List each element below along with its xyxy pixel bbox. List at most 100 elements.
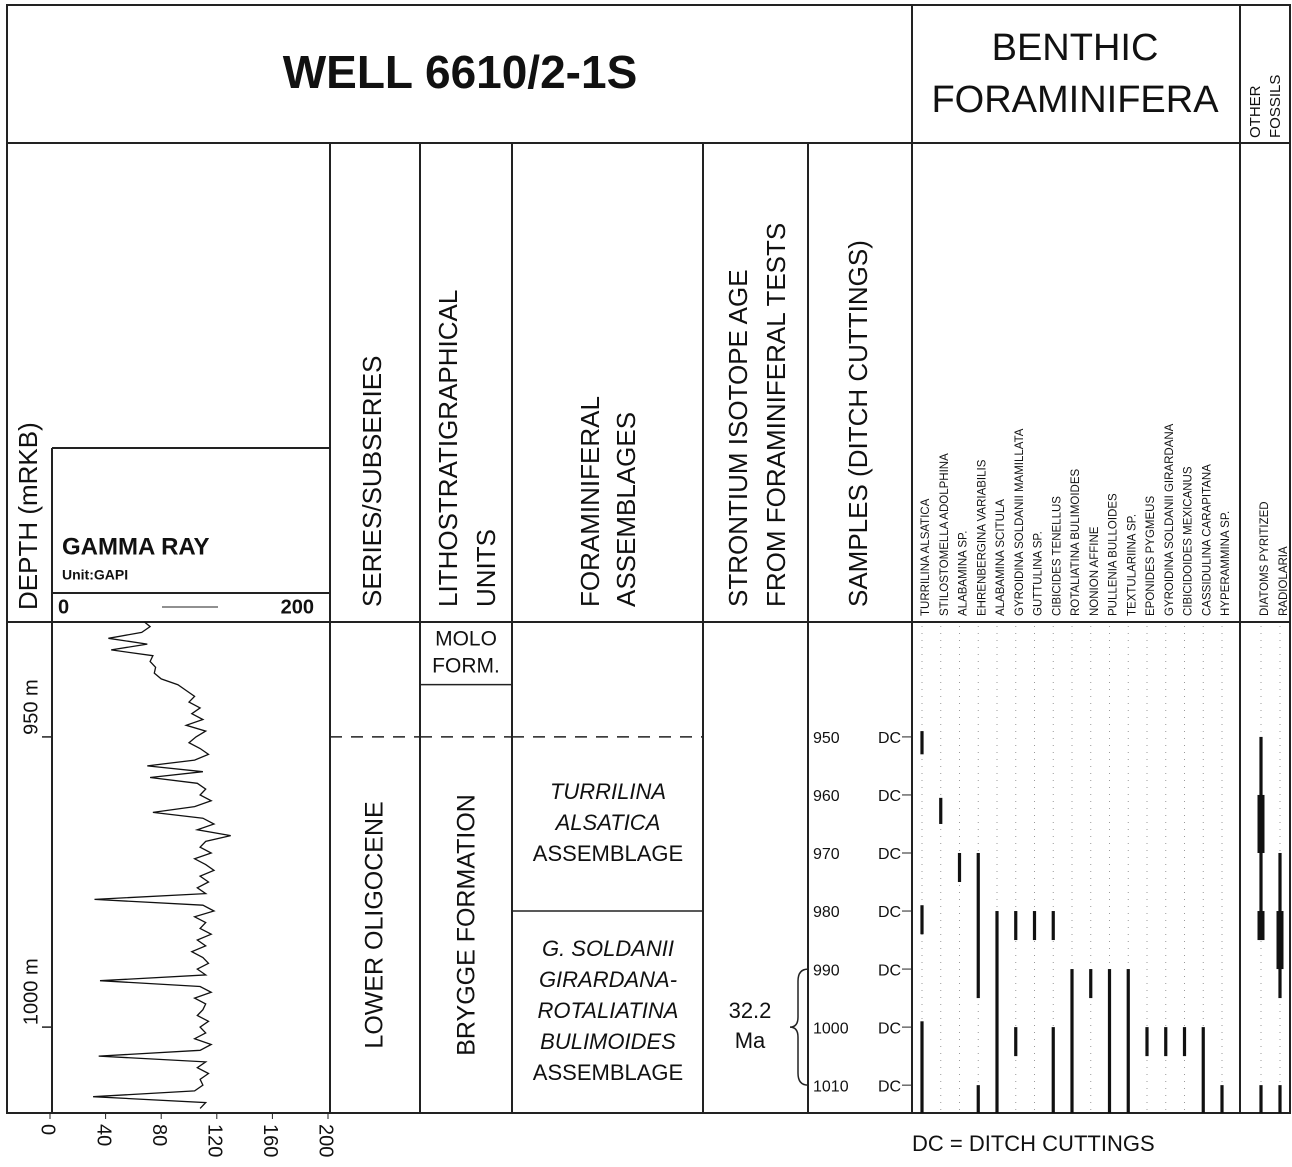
- sample-depth: 960: [813, 788, 840, 805]
- taxon-range: [976, 852, 980, 999]
- sample-type: DC: [878, 1078, 901, 1095]
- gamma-tick-label: 80: [148, 1124, 170, 1146]
- taxon-range: [1182, 1027, 1187, 1057]
- litho-name: FORM.: [432, 655, 500, 678]
- gamma-curve: [93, 621, 231, 1109]
- sample-type: DC: [878, 1020, 901, 1037]
- depth-tick-label: 950 m: [20, 679, 42, 735]
- gamma-unit: Unit:GAPI: [62, 567, 128, 583]
- assemblage-name: BULIMOIDES: [540, 1029, 676, 1054]
- taxon-name: TURRILINA ALSATICA: [920, 498, 932, 616]
- litho-header: UNITS: [471, 529, 501, 607]
- taxon-name: GYROIDINA SOLDANII GIRARDANA: [1164, 423, 1176, 616]
- gamma-tick-label: 40: [92, 1124, 114, 1146]
- sample-type: DC: [878, 730, 901, 747]
- taxon-name: ROTALIATINA BULIMOIDES: [1070, 468, 1082, 616]
- taxon-name: ALABAMINA SP.: [958, 531, 970, 616]
- taxon-range: [1070, 969, 1074, 1113]
- litho-header: LITHOSTRATIGRAPHICAL: [433, 290, 463, 607]
- strontium-header: STRONTIUM ISOTOPE AGE: [723, 269, 753, 607]
- litho-name: BRYGGE FORMATION: [453, 794, 481, 1056]
- taxon-range: [995, 911, 999, 1113]
- gamma-scale-max: 200: [281, 596, 314, 618]
- taxon-name: CIBICIDOIDES MEXICANUS: [1183, 466, 1195, 616]
- gamma-tick-label: 200: [315, 1124, 337, 1157]
- taxon-range: [1257, 911, 1265, 941]
- taxon-name: NONION AFFINE: [1089, 526, 1101, 616]
- taxon-range: [1276, 911, 1284, 970]
- sample-type: DC: [878, 846, 901, 863]
- series-name: LOWER OLIGOCENE: [361, 801, 389, 1048]
- frame: [6, 4, 1291, 1114]
- taxon-range: [1220, 1085, 1224, 1113]
- gamma-tick-label: 120: [204, 1124, 226, 1157]
- gamma-tick-label: 0: [37, 1124, 59, 1135]
- taxon-range: [1032, 911, 1037, 941]
- taxon-range: [1259, 1085, 1263, 1113]
- data-layer: 950 m 1000 m 0 40 80 120 160 200 LOWER OLIGOCENE…: [20, 423, 1290, 1157]
- taxon-name: TEXTULARIINA SP.: [1126, 514, 1138, 616]
- samples-header: SAMPLES (DITCH CUTTINGS): [843, 240, 873, 607]
- taxon-name: EPONIDES PYGMEUS: [1145, 496, 1157, 616]
- strontium-header: FROM FORAMINIFERAL TESTS: [761, 223, 791, 607]
- taxon-range: [1145, 1027, 1149, 1057]
- taxon-range: [920, 731, 924, 755]
- taxon-name: ALABAMINA SCITULA: [995, 499, 1007, 616]
- benthic-header: FORAMINIFERA: [931, 79, 1219, 121]
- depth-tick-label: 1000 m: [20, 958, 42, 1025]
- strontium-brace: [789, 968, 809, 1086]
- taxon-range: [1257, 794, 1265, 853]
- sample-depth: 970: [813, 846, 840, 863]
- sample-depth: 1000: [813, 1020, 849, 1037]
- assemblages-header: FORAMINIFERAL: [575, 396, 605, 607]
- taxon-range: [1278, 1085, 1282, 1113]
- other-header: FOSSILS: [1267, 75, 1284, 138]
- assemblage-suffix: ASSEMBLAGE: [533, 1060, 683, 1085]
- taxon-name: RADIOLARIA: [1278, 546, 1290, 616]
- taxon-name: EHRENBERGINA VARIABILIS: [976, 459, 988, 616]
- sample-type: DC: [878, 962, 901, 979]
- taxon-range: [1051, 911, 1055, 941]
- taxon-name: PULLENIA BULLOIDES: [1108, 493, 1120, 616]
- other-header: OTHER: [1247, 85, 1264, 138]
- taxon-range: [1107, 969, 1112, 1113]
- depth-header: DEPTH (mRKB): [13, 422, 43, 610]
- taxon-name: GYROIDINA SOLDANII MAMILLATA: [1014, 428, 1026, 616]
- litho-name: MOLO: [435, 628, 497, 651]
- assemblage-name: G. SOLDANII: [542, 936, 674, 961]
- title: WELL 6610/2-1S: [283, 46, 638, 98]
- gamma-title: GAMMA RAY: [62, 533, 210, 560]
- sample-depth: 990: [813, 962, 840, 979]
- assemblage-name: ROTALIATINA: [538, 998, 679, 1023]
- taxon-range: [1089, 969, 1093, 999]
- taxon-range: [920, 905, 924, 935]
- sample-type: DC: [878, 904, 901, 921]
- assemblage-suffix: ASSEMBLAGE: [533, 841, 683, 866]
- taxon-range: [1164, 1027, 1168, 1057]
- assemblages-header: ASSEMBLAGES: [611, 412, 641, 607]
- taxon-name: CIBICIDES TENELLUS: [1051, 496, 1063, 616]
- taxon-range: [1014, 911, 1018, 941]
- taxon-name: DIATOMS PYRITIZED: [1259, 501, 1271, 616]
- gamma-tick-label: 160: [259, 1124, 281, 1157]
- assemblage-name: GIRARDANA-: [539, 967, 677, 992]
- benthic-header: BENTHIC: [992, 27, 1159, 69]
- taxon-range: [1126, 969, 1130, 1113]
- taxon-range: [920, 1021, 924, 1113]
- sample-depth: 1010: [813, 1078, 849, 1095]
- taxon-range: [957, 852, 962, 883]
- sample-type: DC: [878, 788, 901, 805]
- sample-depth: 950: [813, 730, 840, 747]
- taxon-name: CASSIDULINA CARAPITANA: [1201, 464, 1213, 616]
- taxon-range: [1014, 1027, 1018, 1057]
- gamma-scale-min: 0: [58, 596, 69, 618]
- taxon-name: HYPERAMMINA SP.: [1220, 511, 1232, 616]
- strontium-unit: Ma: [735, 1028, 766, 1053]
- series-header: SERIES/SUBSERIES: [357, 356, 387, 607]
- assemblage-name: ALSATICA: [554, 810, 661, 835]
- taxon-name: GUTTULINA SP.: [1033, 531, 1045, 616]
- sample-depth: 980: [813, 904, 840, 921]
- taxon-range: [976, 1085, 980, 1113]
- assemblage-name: TURRILINA: [550, 779, 666, 804]
- taxon-range: [1201, 1027, 1205, 1113]
